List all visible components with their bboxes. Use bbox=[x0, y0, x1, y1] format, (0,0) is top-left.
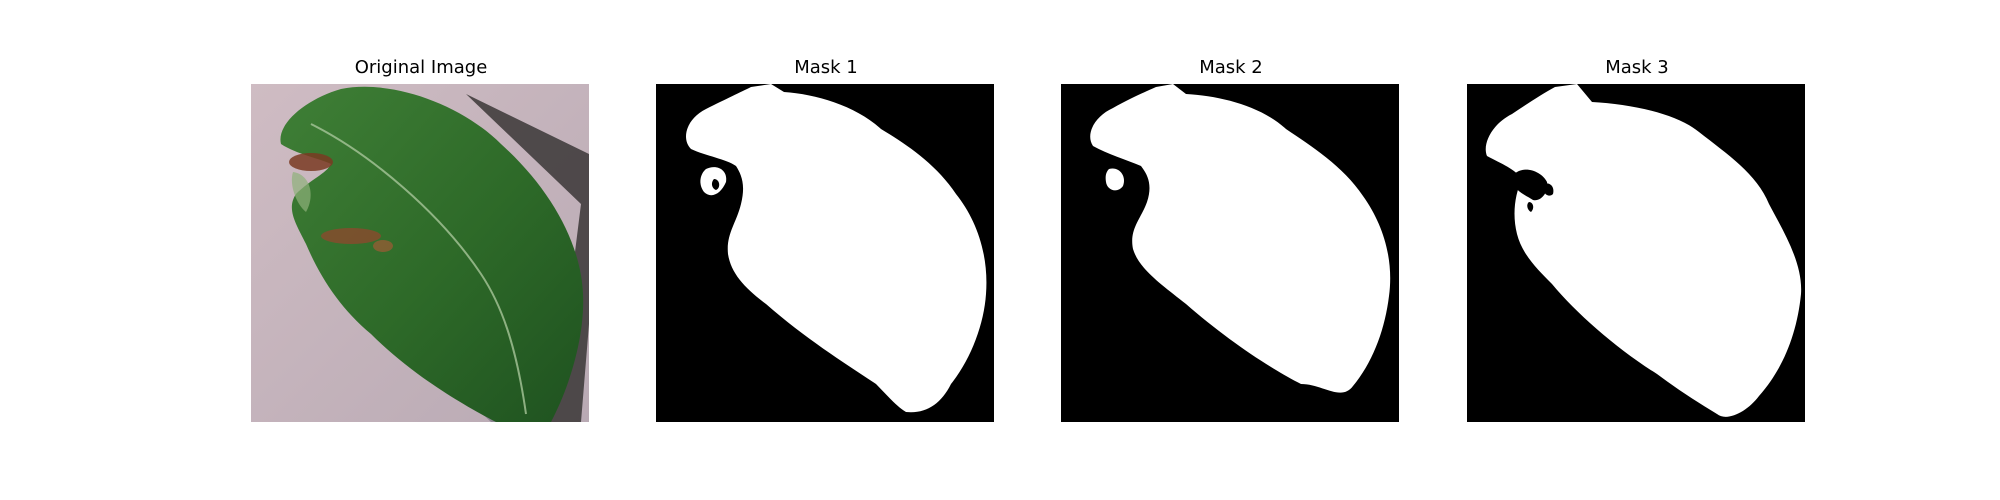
mask-2-title: Mask 2 bbox=[1199, 57, 1263, 78]
mask-3-title: Mask 3 bbox=[1605, 57, 1669, 78]
mask-1-image bbox=[656, 84, 994, 422]
original-image-panel: Original Image bbox=[251, 54, 591, 422]
mask-2-image bbox=[1061, 84, 1399, 422]
mask-3-panel: Mask 3 bbox=[1467, 54, 1807, 422]
original-image-title: Original Image bbox=[354, 57, 488, 78]
original-leaf-photo bbox=[251, 84, 589, 422]
mask-1-panel: Mask 1 bbox=[656, 54, 996, 422]
mask-1-title: Mask 1 bbox=[794, 57, 858, 78]
mask-3-image bbox=[1467, 84, 1805, 422]
mask-2-panel: Mask 2 bbox=[1061, 54, 1401, 422]
